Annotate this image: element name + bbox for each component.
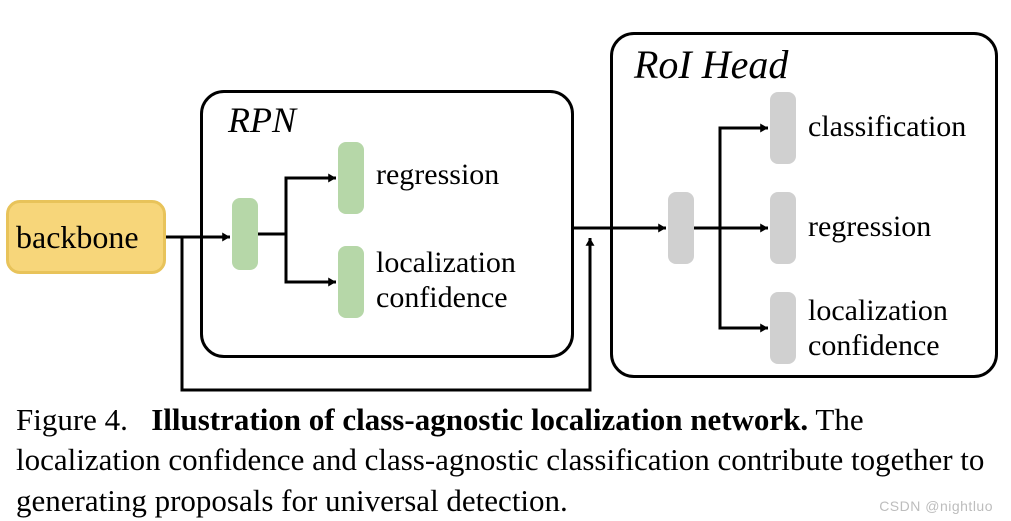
roi-split-down — [720, 228, 768, 328]
rpn-split-up — [286, 178, 336, 234]
roi-split-up-head — [760, 124, 768, 133]
rpn-split-down — [286, 234, 336, 282]
arrows-layer — [0, 0, 1011, 400]
roi-split-mid-head — [760, 224, 768, 233]
figure-caption: Figure 4. Illustration of class-agnostic… — [16, 400, 996, 521]
rpn-split-down-head — [328, 278, 336, 287]
watermark: CSDN @nightluo — [879, 498, 993, 514]
rpn-split-up-head — [328, 174, 336, 183]
figure-title: Illustration of class-agnostic localizat… — [151, 402, 808, 437]
backbone-to-rpn-feat-head — [222, 233, 230, 242]
backbone-bypass — [182, 237, 590, 390]
rpn-to-roi-head — [658, 224, 666, 233]
roi-split-down-head — [760, 324, 768, 333]
roi-split-up — [720, 128, 768, 228]
figure-label: Figure 4. — [16, 402, 128, 437]
backbone-bypass-head — [586, 238, 595, 246]
